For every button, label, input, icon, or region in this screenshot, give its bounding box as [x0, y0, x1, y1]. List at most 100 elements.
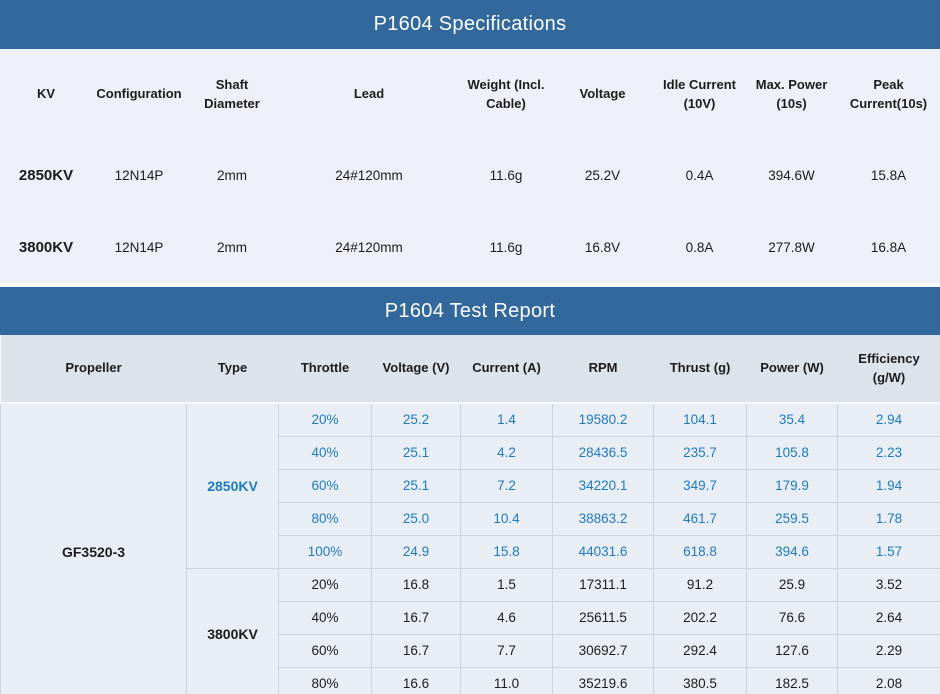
efficiency-cell: 2.94	[837, 402, 940, 437]
thrust-cell: 380.5	[653, 666, 748, 694]
power-cell: 127.6	[746, 633, 839, 668]
current-cell: 11.0	[460, 666, 554, 694]
power-cell: 259.5	[746, 501, 839, 536]
spec-header-weight: Weight (Incl. Cable)	[467, 76, 545, 112]
rpm-cell: 17311.1	[552, 567, 655, 602]
rpm-cell: 28436.5	[552, 435, 655, 470]
peak-current-cell: 15.8A	[870, 167, 907, 183]
test-report-table: Propeller Type Throttle Voltage (V) Curr…	[0, 335, 940, 694]
thrust-cell: 292.4	[653, 633, 748, 668]
test-header-efficiency: Efficiency (g/W)	[837, 335, 940, 404]
shaft-diameter-cell: 2mm	[217, 239, 247, 255]
weight-cell: 11.6g	[489, 239, 523, 255]
efficiency-cell: 3.52	[837, 567, 940, 602]
thrust-cell: 461.7	[653, 501, 748, 536]
test-row: GF3520-3 2850KV 20% 25.2 1.4 19580.2 104…	[0, 402, 940, 694]
voltage-cell: 16.7	[371, 633, 462, 668]
spec-row-2850kv: 2850KV 12N14P 2mm 24#120mm 11.6g 25.2V 0…	[0, 139, 940, 211]
voltage-cell: 16.6	[371, 666, 462, 694]
test-header-propeller: Propeller	[0, 335, 187, 404]
spec-header-max-power: Max. Power (10s)	[755, 76, 828, 112]
current-cell: 4.2	[460, 435, 554, 470]
power-cell: 394.6	[746, 534, 839, 569]
test-row: 100% 24.9 15.8 44031.6 618.8 394.6 1.57	[1, 534, 940, 569]
rpm-cell: 30692.7	[552, 633, 655, 668]
efficiency-cell: 2.08	[837, 666, 940, 694]
throttle-cell: 20%	[278, 402, 373, 437]
test-header-throttle: Throttle	[278, 335, 372, 404]
kv-cell: 3800KV	[18, 238, 74, 256]
current-cell: 10.4	[460, 501, 554, 536]
throttle-cell: 40%	[278, 600, 373, 635]
shaft-diameter-cell: 2mm	[217, 167, 247, 183]
configuration-cell: 12N14P	[114, 167, 164, 183]
thrust-cell: 202.2	[653, 600, 748, 635]
thrust-cell: 349.7	[653, 468, 748, 503]
efficiency-cell: 1.94	[837, 468, 940, 503]
kv-cell: 2850KV	[18, 166, 74, 184]
voltage-cell: 25.0	[371, 501, 462, 536]
idle-current-cell: 0.8A	[685, 239, 714, 255]
throttle-cell: 40%	[278, 435, 373, 470]
test-header-voltage: Voltage (V)	[371, 335, 461, 404]
voltage-cell: 25.2V	[584, 167, 621, 183]
type-cell-2850kv: 2850KV	[186, 402, 280, 569]
power-cell: 35.4	[746, 402, 839, 437]
power-cell: 179.9	[746, 468, 839, 503]
voltage-cell: 16.8V	[584, 239, 621, 255]
spec-header-idle-current: Idle Current (10V)	[663, 76, 736, 112]
test-section-title: P1604 Test Report	[384, 299, 556, 322]
test-row: 3800KV 20% 16.8 1.5 17311.1 91.2 25.9 3.…	[1, 567, 940, 694]
test-header-thrust: Thrust (g)	[653, 335, 747, 404]
lead-cell: 24#120mm	[335, 239, 403, 255]
test-header-type: Type	[186, 335, 279, 404]
thrust-cell: 91.2	[653, 567, 748, 602]
throttle-cell: 80%	[278, 501, 373, 536]
spec-section-title: P1604 Specifications	[373, 13, 567, 35]
test-header-rpm: RPM	[552, 335, 654, 404]
power-cell: 25.9	[746, 567, 839, 602]
current-cell: 15.8	[460, 534, 554, 569]
test-header-power: Power (W)	[746, 335, 838, 404]
throttle-cell: 60%	[278, 633, 373, 668]
rpm-cell: 35219.6	[552, 666, 655, 694]
lead-cell: 24#120mm	[335, 167, 403, 183]
voltage-cell: 24.9	[371, 534, 462, 569]
test-row: 60% 16.7 7.7 30692.7 292.4 127.6 2.29	[1, 633, 940, 668]
current-cell: 7.2	[460, 468, 554, 503]
thrust-cell: 104.1	[653, 402, 748, 437]
thrust-cell: 235.7	[653, 435, 748, 470]
voltage-cell: 25.1	[371, 468, 462, 503]
rpm-cell: 25611.5	[552, 600, 655, 635]
test-header-row: Propeller Type Throttle Voltage (V) Curr…	[0, 335, 940, 404]
type-cell-3800kv: 3800KV	[186, 567, 280, 694]
power-cell: 76.6	[746, 600, 839, 635]
thrust-cell: 618.8	[653, 534, 748, 569]
test-row: 40% 25.1 4.2 28436.5 235.7 105.8 2.23	[1, 435, 940, 470]
spec-header-peak-current: Peak Current(10s)	[849, 76, 928, 112]
spec-header-shaft-diameter: Shaft Diameter	[204, 76, 260, 112]
spec-table: KV Configuration Shaft Diameter Lead Wei…	[0, 49, 940, 283]
peak-current-cell: 16.8A	[870, 239, 907, 255]
voltage-cell: 25.1	[371, 435, 462, 470]
current-cell: 1.5	[460, 567, 554, 602]
voltage-cell: 16.8	[371, 567, 462, 602]
power-cell: 105.8	[746, 435, 839, 470]
current-cell: 1.4	[460, 402, 554, 437]
idle-current-cell: 0.4A	[685, 167, 714, 183]
section-divider	[0, 283, 940, 287]
voltage-cell: 25.2	[371, 402, 462, 437]
rpm-cell: 19580.2	[552, 402, 655, 437]
power-cell: 182.5	[746, 666, 839, 694]
spec-section-title-bar: P1604 Specifications	[0, 0, 940, 49]
current-cell: 4.6	[460, 600, 554, 635]
rpm-cell: 34220.1	[552, 468, 655, 503]
spec-header-voltage: Voltage	[579, 86, 626, 102]
throttle-cell: 60%	[278, 468, 373, 503]
propeller-cell: GF3520-3	[0, 402, 188, 694]
test-row: 80% 25.0 10.4 38863.2 461.7 259.5 1.78	[1, 501, 940, 536]
throttle-cell: 100%	[278, 534, 373, 569]
spec-header-row: KV Configuration Shaft Diameter Lead Wei…	[0, 49, 940, 139]
voltage-cell: 16.7	[371, 600, 462, 635]
efficiency-cell: 1.78	[837, 501, 940, 536]
